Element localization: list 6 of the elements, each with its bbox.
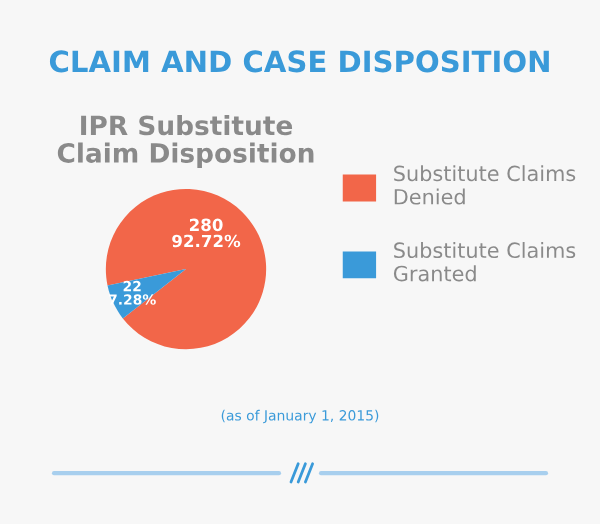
legend-label: Substitute Claims Denied bbox=[394, 165, 576, 205]
pie-slice bbox=[105, 188, 267, 350]
chart-title: CLAIM AND CASE DISPOSITION bbox=[49, 50, 549, 73]
chart-subtitle: IPR Substitute Claim Disposition bbox=[57, 114, 314, 169]
data-label: 280 92.72% bbox=[172, 218, 241, 248]
legend-label: Substitute Claims Granted bbox=[393, 241, 576, 282]
